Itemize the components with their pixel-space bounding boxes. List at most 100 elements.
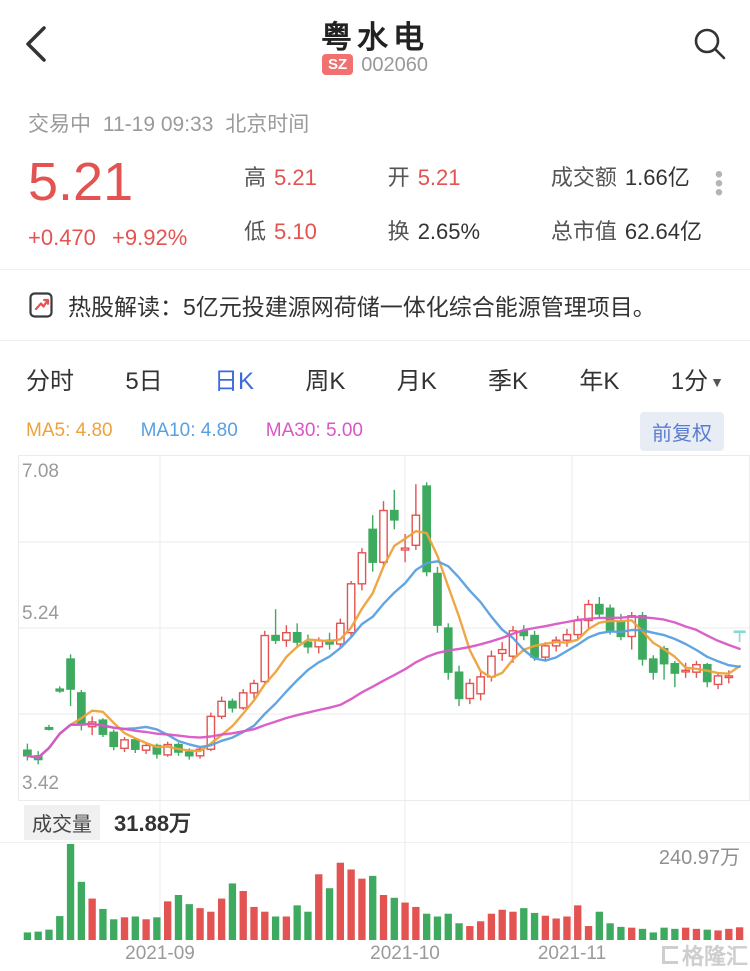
volume-bar [520,907,528,940]
volume-bar [239,890,247,940]
ma10-line [26,559,741,759]
volume-bar [45,929,53,940]
y-axis-label-min: 3.42 [22,772,59,794]
x-axis-label-oct: 2021-10 [370,942,440,964]
candle-body [627,614,637,637]
tab-5day[interactable]: 5日 [125,367,163,395]
chevron-down-icon: ▼ [710,373,724,390]
news-banner[interactable]: 热股解读：5亿元投建源网荷储一体化综合能源管理项目。 [0,270,750,341]
period-tabs: 分时 5日 日K 周K 月K 季K 年K 1分 ▼ [0,341,750,402]
candle-body [368,528,378,563]
candle-body [44,726,54,730]
interval-dropdown[interactable]: 1分 ▼ [670,367,724,395]
app-header: 粤水电 SZ 002060 [0,0,750,96]
volume-bar [185,903,193,940]
candle-body [195,748,205,757]
candle-body [389,509,399,521]
tab-minute[interactable]: 分时 [26,367,74,395]
volume-bar [433,916,442,940]
volume-bar [563,916,571,940]
volume-bar [261,911,269,940]
ma5-line [26,529,741,759]
exchange-badge: SZ [322,54,354,75]
candle-body [638,614,647,660]
volume-bar [379,894,388,940]
candle-body [66,658,75,690]
candle-body [271,634,280,641]
candle-body [465,682,475,699]
candle-body [120,738,129,749]
back-button[interactable] [18,22,58,66]
candle-body [282,631,291,641]
more-menu-button[interactable]: • • • [702,154,736,205]
candle-body [573,619,583,635]
candle-body [562,633,572,641]
quote-panel: 5.21 +0.470 +9.92% 高 5.21 低 5.10 开 5.21 换 2.… [0,138,750,269]
tab-quarterly-k[interactable]: 季K [488,367,529,395]
candle-body [605,607,615,632]
volume-bar [628,927,636,940]
x-axis-label-sep: 2021-09 [125,942,195,964]
kline-chart[interactable] [0,454,750,971]
volume-bar [671,928,679,940]
volume-bar [99,908,107,940]
candle-body [238,691,248,709]
volume-bar [606,922,614,940]
candle-body [260,634,270,682]
stock-code-row: SZ 002060 [0,54,750,77]
status-bar: 交易中 11-19 09:33 北京时间 [0,96,750,138]
volume-bar [455,922,463,940]
candle-body [670,662,680,674]
candle-body [292,631,302,643]
tab-weekly-k[interactable]: 周K [305,367,346,395]
volume-bar [466,925,474,940]
volume-bar [174,894,183,940]
volume-bar [530,912,539,940]
volume-bar [692,928,701,940]
quote-datetime: 11-19 09:33 [102,113,214,136]
ma10-label: MA10: 4.80 [140,420,238,442]
volume-bar [725,928,733,940]
volume-bar [250,906,258,940]
volume-bar [390,897,398,940]
candle-body [400,547,410,551]
candle-body [702,663,712,682]
tab-monthly-k[interactable]: 月K [396,367,437,395]
stock-code: 002060 [361,54,428,76]
volume-bar [315,873,323,940]
stat-high: 高 5.21 [244,165,317,190]
volume-bar [325,887,334,940]
hot-stock-article-icon [29,292,53,318]
chevron-left-icon [26,26,46,62]
candle-body [454,671,464,699]
tab-daily-k[interactable]: 日K [214,367,255,395]
page-title: 粤水电 [321,20,429,55]
volume-bar [207,911,215,940]
volume-bar [196,907,204,940]
volume-bar [681,927,690,940]
candle-body [616,620,626,637]
volume-bar [282,916,291,940]
volume-bar [34,931,42,940]
volume-bar [336,862,345,940]
candle-body [130,738,140,750]
volume-bar [217,898,226,940]
tab-yearly-k[interactable]: 年K [579,367,620,395]
candle-body [487,655,496,678]
candle-body [163,743,173,756]
search-button[interactable] [690,24,730,64]
adjust-mode-button[interactable]: 前复权 [640,411,724,451]
candle-body [433,572,442,626]
candle-body [379,509,388,563]
x-axis-label-nov: 2021-11 [537,942,607,964]
candle-body [141,744,151,751]
candle-body [303,641,313,648]
candle-body [55,688,65,692]
volume-bar [714,930,722,940]
volume-bar [56,915,64,940]
volume-bar [347,869,355,940]
volume-bar [584,925,593,940]
volume-bar [110,918,118,940]
candle-body [184,751,194,757]
candle-body [109,731,119,747]
